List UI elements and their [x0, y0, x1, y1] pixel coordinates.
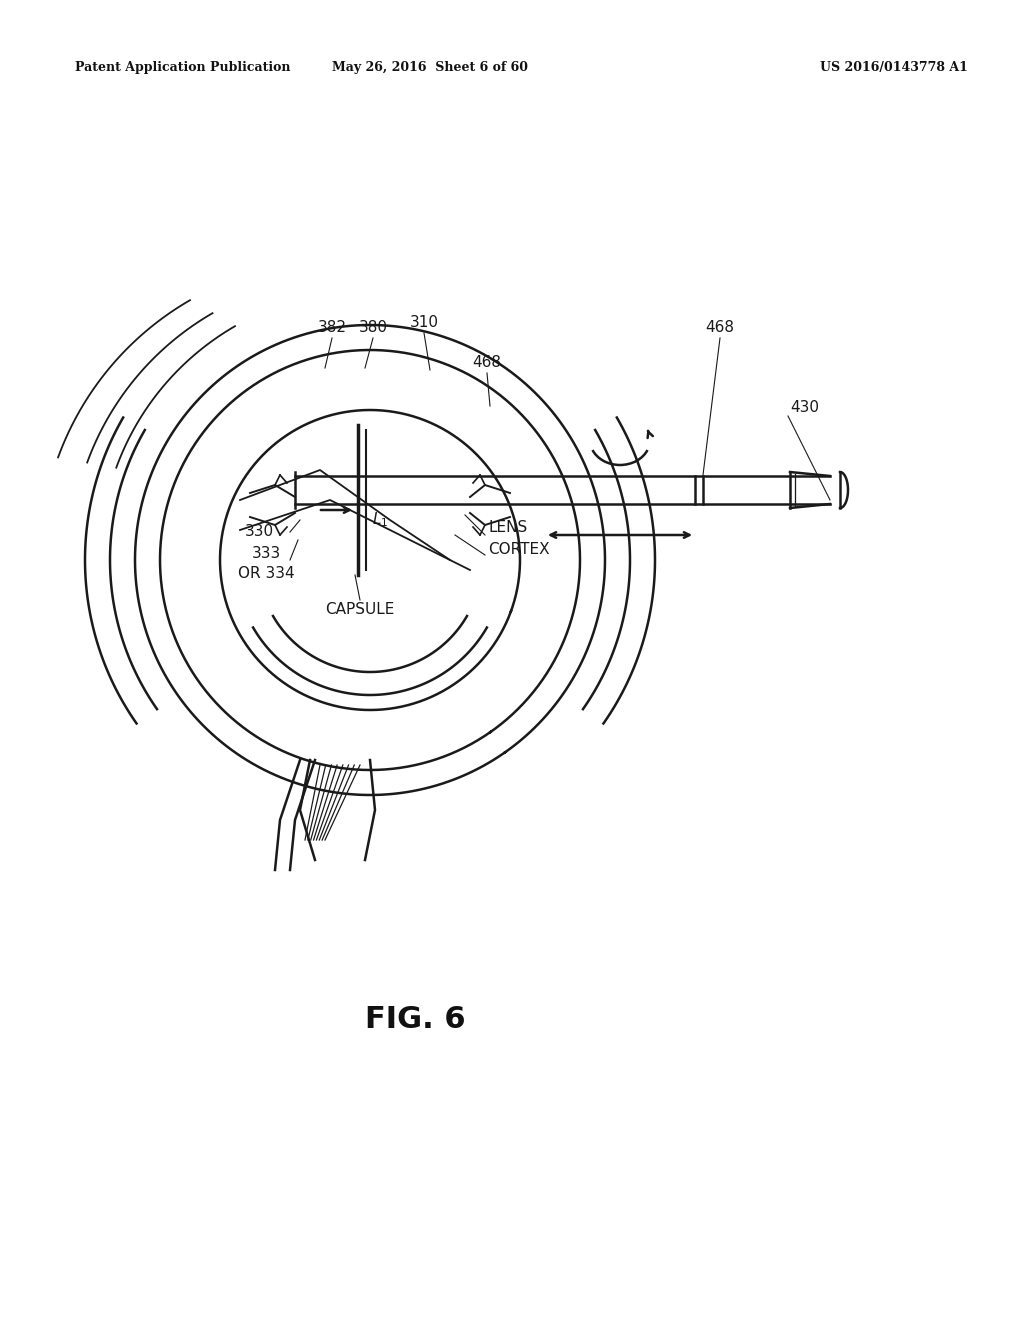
- Text: 382: 382: [317, 319, 346, 335]
- Text: 468: 468: [706, 319, 734, 335]
- Text: LENS: LENS: [488, 520, 527, 536]
- Text: $L_1$: $L_1$: [372, 511, 388, 529]
- Text: May 26, 2016  Sheet 6 of 60: May 26, 2016 Sheet 6 of 60: [332, 62, 528, 74]
- Text: 333: 333: [252, 546, 282, 561]
- Text: 468: 468: [472, 355, 502, 370]
- Text: Patent Application Publication: Patent Application Publication: [75, 62, 291, 74]
- Text: 330: 330: [245, 524, 274, 540]
- Text: 380: 380: [358, 319, 387, 335]
- Text: 310: 310: [410, 315, 438, 330]
- Text: CAPSULE: CAPSULE: [326, 602, 394, 618]
- Text: 430: 430: [790, 400, 819, 416]
- Text: OR 334: OR 334: [238, 566, 295, 582]
- Text: CORTEX: CORTEX: [488, 543, 550, 557]
- Text: FIG. 6: FIG. 6: [365, 1006, 465, 1035]
- Text: US 2016/0143778 A1: US 2016/0143778 A1: [820, 62, 968, 74]
